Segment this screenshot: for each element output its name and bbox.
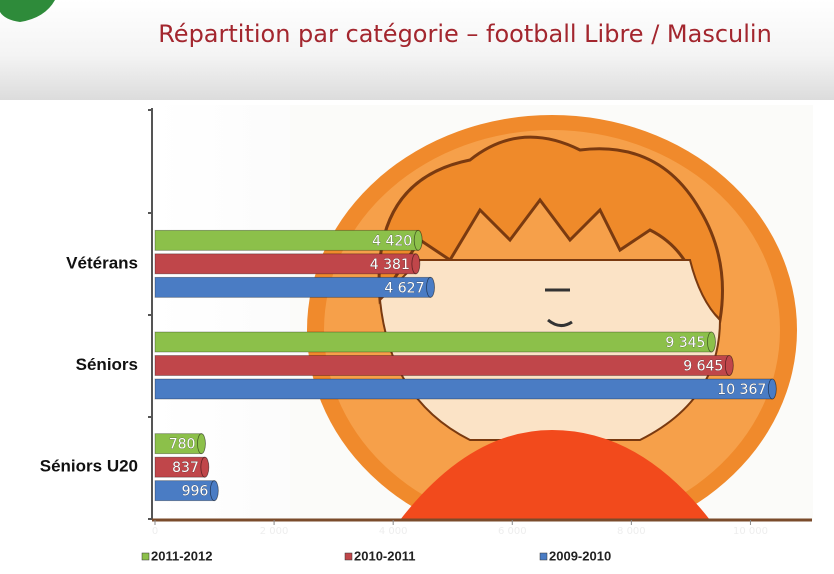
background-picture	[155, 105, 813, 545]
value-label: 9 345	[665, 335, 705, 351]
header-band	[0, 0, 834, 100]
bar-end	[201, 457, 209, 477]
value-label: 837	[172, 460, 199, 476]
bar-end	[414, 230, 422, 250]
value-label: 10 367	[717, 382, 766, 398]
bar	[155, 332, 711, 352]
value-label: 996	[182, 484, 209, 500]
bar	[155, 379, 772, 399]
legend-swatch	[345, 553, 352, 560]
bar-end	[197, 434, 205, 454]
value-label: 4 420	[372, 233, 412, 249]
legend-label: 2011-2012	[151, 548, 212, 563]
chart-title: Répartition par catégorie – football Lib…	[158, 20, 772, 48]
value-label: 4 381	[370, 257, 410, 273]
legend-swatch	[142, 553, 149, 560]
x-tick-label: 10 000	[733, 526, 768, 537]
bar	[155, 356, 729, 376]
x-tick-label: 4 000	[379, 526, 408, 537]
chart: Répartition par catégorie – football Lib…	[0, 0, 834, 574]
category-label: Vétérans	[66, 253, 138, 272]
value-label: 9 645	[683, 359, 723, 375]
category-label: Séniors U20	[40, 457, 138, 476]
category-label: Séniors	[76, 355, 138, 374]
legend-label: 2009-2010	[549, 548, 611, 563]
legend-label: 2010-2011	[354, 548, 415, 563]
x-tick-label: 8 000	[617, 526, 646, 537]
bar-end	[707, 332, 715, 352]
x-tick-label: 6 000	[498, 526, 527, 537]
value-label: 4 627	[384, 280, 424, 296]
x-tick-label: 0	[152, 526, 158, 537]
bar-end	[768, 379, 776, 399]
bar-end	[427, 277, 435, 297]
bar-end	[725, 356, 733, 376]
x-tick-label: 2 000	[260, 526, 289, 537]
value-label: 780	[169, 437, 196, 453]
legend-swatch	[540, 553, 547, 560]
bar-end	[412, 254, 420, 274]
bar-end	[210, 481, 218, 501]
